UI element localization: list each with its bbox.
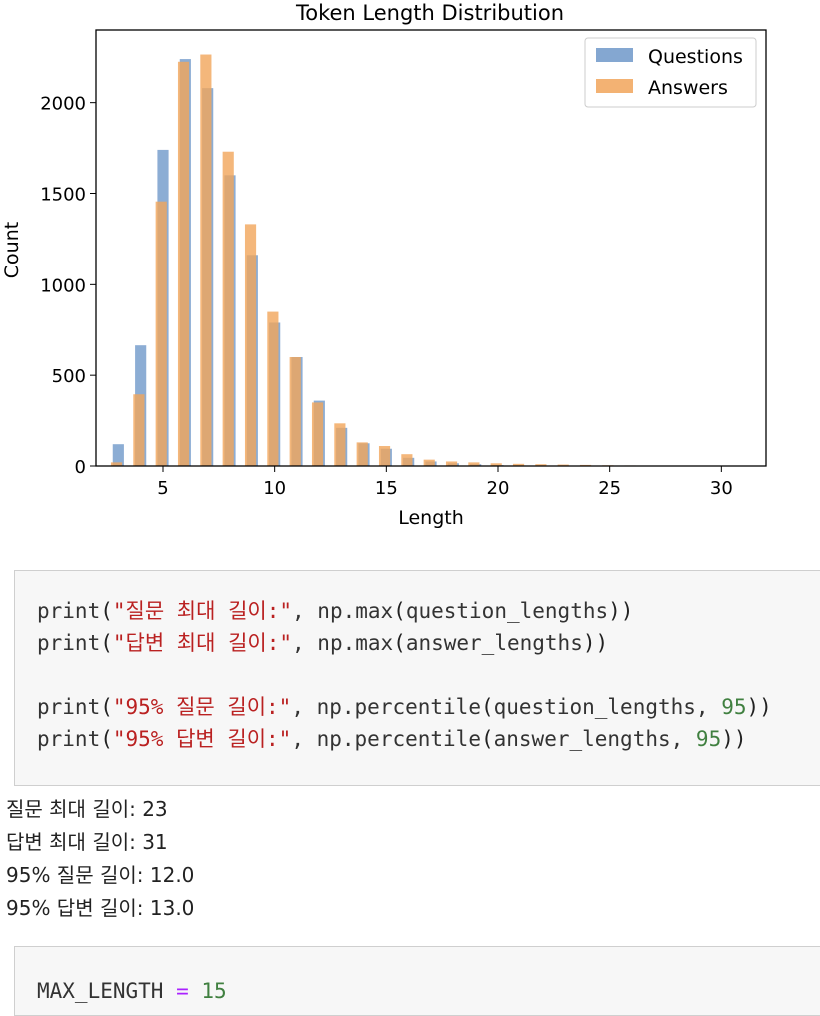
y-tick-label: 1000	[40, 275, 86, 296]
code-blank-line	[15, 659, 820, 691]
x-tick-label: 20	[487, 478, 510, 499]
code-arg: question_lengths	[406, 599, 608, 623]
code-line: print("질문 최대 길이:", np.max(question_lengt…	[15, 595, 820, 627]
y-tick-label: 0	[75, 457, 86, 478]
code-paren: ))	[583, 631, 608, 655]
histogram-chart: 5 10 15 20 25 30 0 500 1000 1500 2000 Token Length…	[0, 0, 820, 540]
code-variable: MAX_LENGTH	[37, 979, 163, 1003]
y-tick-label: 2000	[40, 94, 86, 115]
bar-answers	[312, 402, 323, 466]
output-line: 95% 답변 길이: 13.0	[6, 892, 194, 925]
code-call: , np.max	[292, 631, 393, 655]
y-tick-label: 1500	[40, 185, 86, 206]
code-function: print	[37, 727, 100, 751]
code-paren: (	[100, 599, 113, 623]
y-tick-label: 500	[52, 366, 86, 387]
output-line: 질문 최대 길이: 23	[6, 793, 194, 826]
x-tick-label: 30	[710, 478, 733, 499]
x-tick-label: 25	[598, 478, 621, 499]
code-line: print("답변 최대 길이:", np.max(answer_lengths…	[15, 627, 820, 659]
bar-answers	[334, 423, 345, 466]
code-number: 95	[696, 727, 721, 751]
bar-group	[111, 55, 748, 466]
bar-answers	[223, 152, 234, 466]
x-axis-label: Length	[398, 507, 464, 529]
code-function: print	[37, 599, 100, 623]
cell-output: 질문 최대 길이: 23 답변 최대 길이: 31 95% 질문 길이: 12.…	[6, 793, 194, 925]
legend-swatch-questions	[596, 48, 633, 62]
code-cell-max-length[interactable]: MAX_LENGTH = 15	[14, 946, 820, 1016]
chart-title: Token Length Distribution	[295, 1, 564, 25]
code-cell-print[interactable]: print("질문 최대 길이:", np.max(question_lengt…	[14, 570, 820, 786]
output-line: 답변 최대 길이: 31	[6, 826, 194, 859]
bar-answers	[401, 454, 412, 466]
legend: Questions Answers	[585, 38, 756, 107]
bar-answers	[267, 312, 278, 466]
code-call: , np.percentile	[291, 695, 481, 719]
code-paren: (	[100, 631, 113, 655]
code-paren: (	[100, 727, 113, 751]
x-tick-label: 10	[263, 478, 286, 499]
code-function: print	[37, 695, 100, 719]
code-paren: (	[481, 695, 494, 719]
legend-label-questions: Questions	[648, 46, 743, 68]
bar-answers	[245, 224, 256, 466]
bar-answers	[156, 202, 167, 466]
code-paren: (	[393, 599, 406, 623]
bar-answers	[178, 62, 189, 466]
x-tick-label: 15	[375, 478, 398, 499]
code-arg: question_lengths,	[494, 695, 722, 719]
code-call: , np.percentile	[291, 727, 481, 751]
legend-label-answers: Answers	[648, 77, 728, 99]
output-line: 95% 질문 길이: 12.0	[6, 859, 194, 892]
legend-swatch-answers	[596, 79, 633, 93]
x-tick-label: 5	[157, 478, 168, 499]
code-paren: ))	[747, 695, 772, 719]
bar-answers	[424, 460, 435, 466]
bar-answers	[446, 461, 457, 466]
code-string: "질문 최대 길이:"	[113, 599, 292, 623]
code-paren: ))	[721, 727, 746, 751]
code-line: print("95% 답변 길이:", np.percentile(answer…	[15, 723, 820, 755]
bar-answers	[200, 55, 211, 466]
code-number: 95	[721, 695, 746, 719]
code-string: "95% 질문 길이:"	[113, 695, 291, 719]
code-arg: answer_lengths,	[494, 727, 696, 751]
code-string: "답변 최대 길이:"	[113, 631, 292, 655]
bar-answers	[379, 446, 390, 466]
bar-answers	[290, 357, 301, 466]
code-line: print("95% 질문 길이:", np.percentile(questi…	[15, 691, 820, 723]
code-paren: (	[393, 631, 406, 655]
code-paren: ))	[608, 599, 633, 623]
code-line: MAX_LENGTH = 15	[15, 975, 820, 1007]
code-operator: =	[176, 979, 189, 1003]
code-number: 15	[201, 979, 226, 1003]
code-function: print	[37, 631, 100, 655]
code-call: , np.max	[292, 599, 393, 623]
code-string: "95% 답변 길이:"	[113, 727, 291, 751]
code-arg: answer_lengths	[406, 631, 583, 655]
code-paren: (	[481, 727, 494, 751]
bar-answers	[133, 394, 144, 466]
code-paren: (	[100, 695, 113, 719]
y-axis-label: Count	[1, 222, 23, 278]
bar-answers	[357, 442, 368, 466]
